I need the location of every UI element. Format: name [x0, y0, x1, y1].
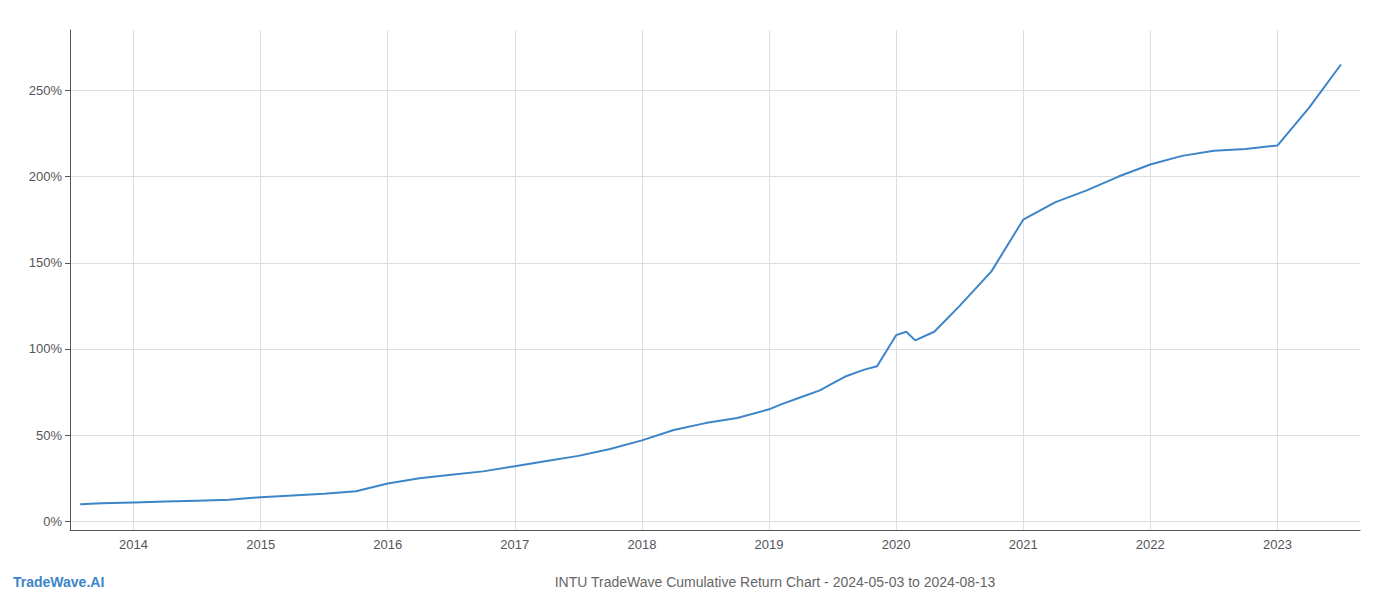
svg-text:2017: 2017	[500, 537, 529, 552]
svg-text:2022: 2022	[1136, 537, 1165, 552]
svg-text:200%: 200%	[29, 169, 63, 184]
svg-text:2021: 2021	[1009, 537, 1038, 552]
svg-text:2014: 2014	[119, 537, 148, 552]
svg-text:INTU TradeWave Cumulative Retu: INTU TradeWave Cumulative Return Chart -…	[555, 574, 996, 590]
svg-text:2023: 2023	[1263, 537, 1292, 552]
svg-text:2015: 2015	[246, 537, 275, 552]
svg-text:TradeWave.AI: TradeWave.AI	[13, 574, 104, 590]
svg-text:2019: 2019	[755, 537, 784, 552]
svg-text:2018: 2018	[627, 537, 656, 552]
svg-text:150%: 150%	[29, 255, 63, 270]
svg-text:100%: 100%	[29, 341, 63, 356]
svg-text:250%: 250%	[29, 83, 63, 98]
svg-text:0%: 0%	[43, 514, 62, 529]
svg-text:2020: 2020	[882, 537, 911, 552]
svg-text:50%: 50%	[36, 428, 62, 443]
svg-text:2016: 2016	[373, 537, 402, 552]
